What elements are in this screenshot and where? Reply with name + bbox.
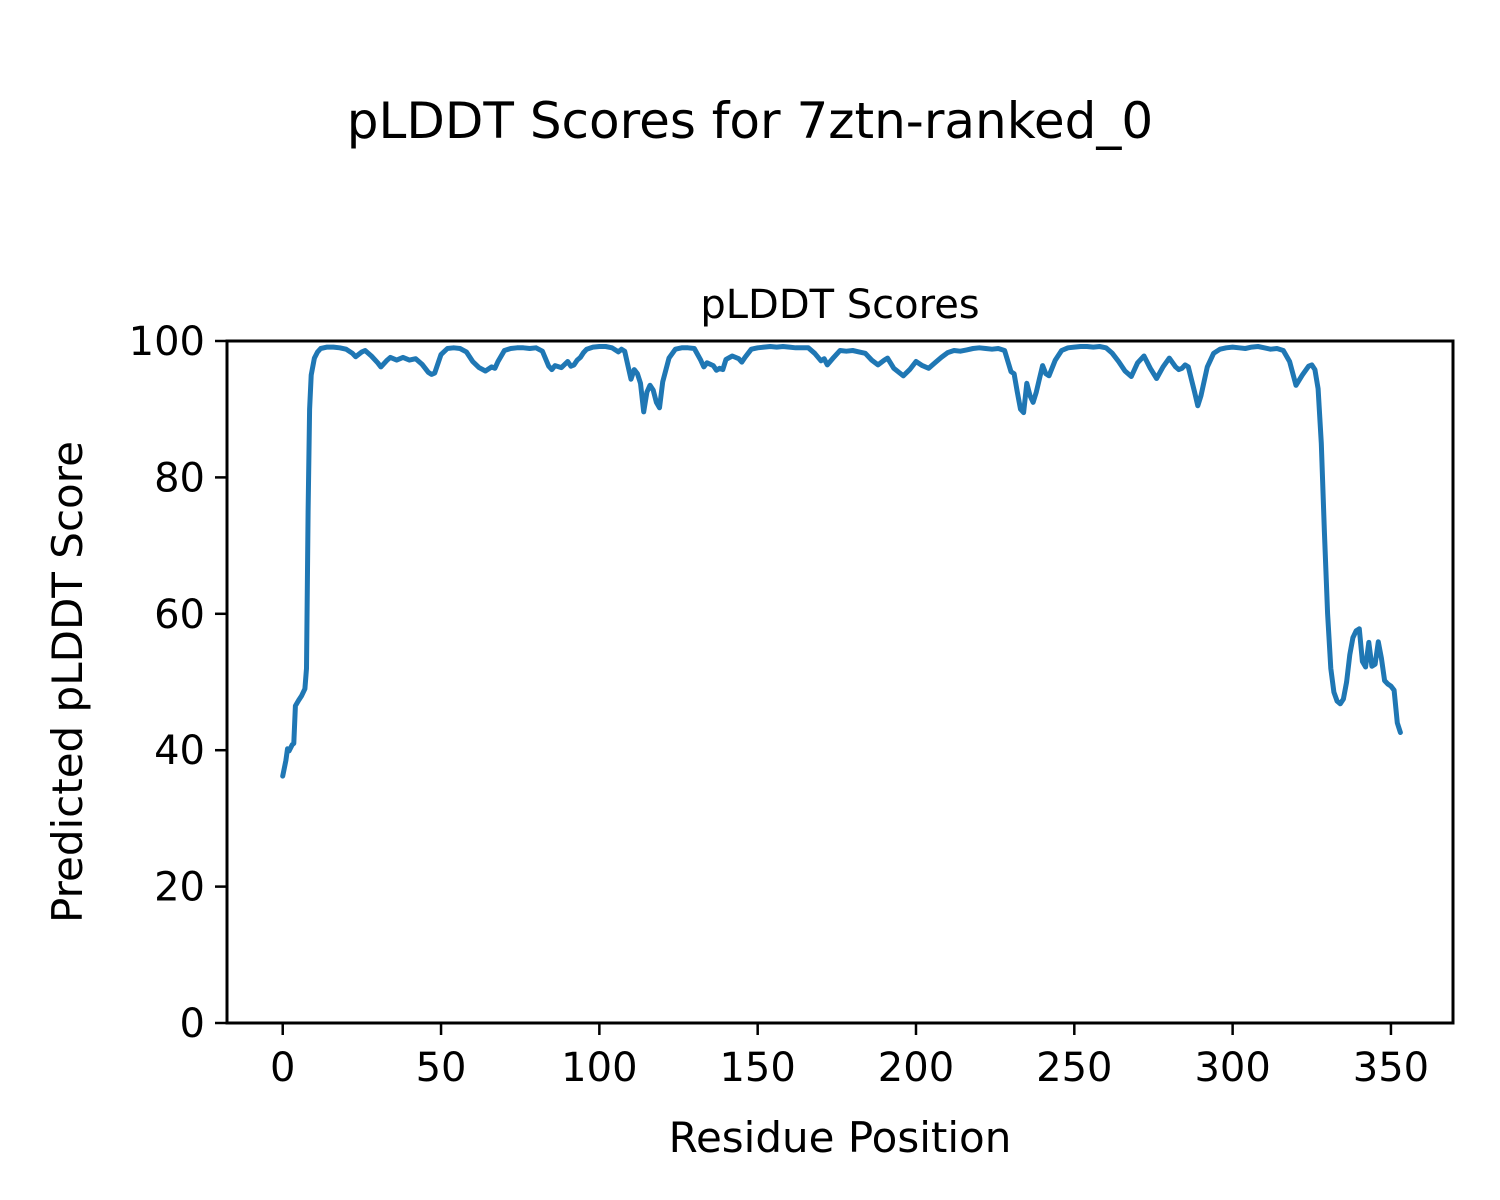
x-tick-label: 350	[1353, 1045, 1429, 1091]
x-tick-label: 50	[416, 1045, 467, 1091]
y-tick-label: 60	[154, 592, 205, 638]
x-axis-label: Residue Position	[669, 1113, 1012, 1162]
figure-title: pLDDT Scores for 7ztn-ranked_0	[347, 92, 1153, 150]
x-tick-label: 150	[719, 1045, 795, 1091]
axis-ticks: 0 50 100 150 200 250 300 350 0 20 40 60 80 100	[129, 319, 1429, 1091]
x-tick-label: 250	[1036, 1045, 1112, 1091]
x-tick-label: 100	[561, 1045, 637, 1091]
y-tick-label: 100	[129, 319, 205, 365]
x-tick-label: 0	[270, 1045, 295, 1091]
x-tick-label: 200	[878, 1045, 954, 1091]
y-tick-label: 80	[154, 455, 205, 501]
x-tick-label: 300	[1194, 1045, 1270, 1091]
y-tick-label: 40	[154, 728, 205, 774]
plot-frame	[225, 339, 1455, 1025]
y-tick-label: 20	[154, 865, 205, 911]
plddt-series-line	[280, 344, 1403, 779]
axes-title: pLDDT Scores	[700, 282, 979, 328]
y-axis-label: Predicted pLDDT Score	[43, 441, 92, 923]
y-tick-label: 0	[180, 1001, 205, 1047]
